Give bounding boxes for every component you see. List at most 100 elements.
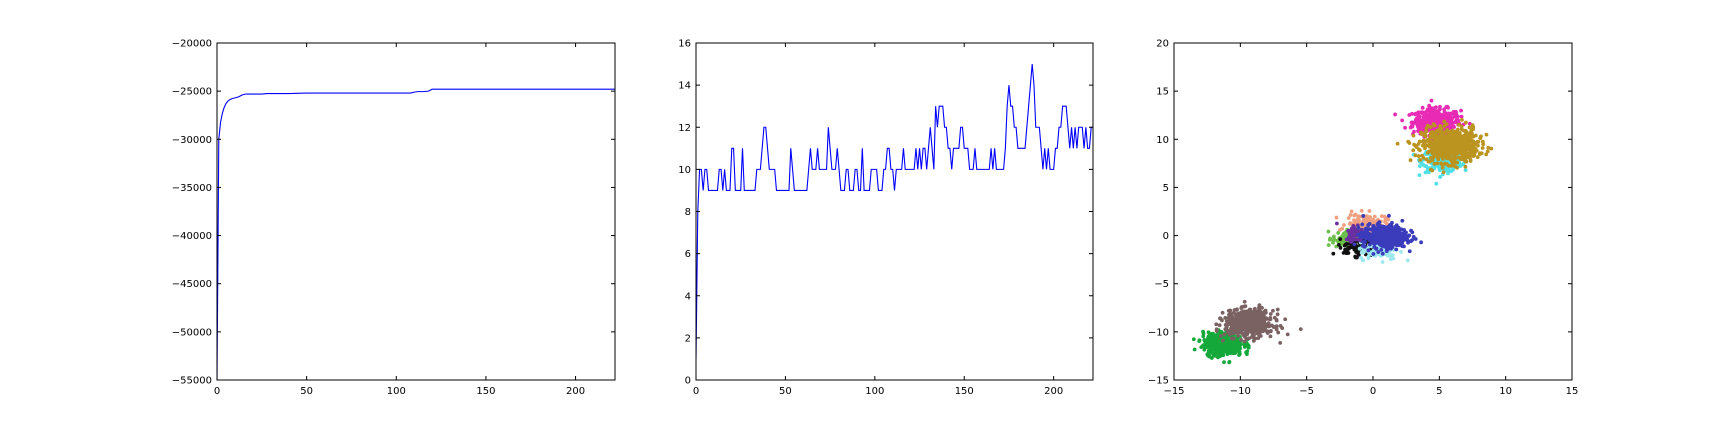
scatter-point: [1396, 236, 1400, 241]
scatter-point: [1348, 228, 1353, 233]
scatter-point: [1337, 242, 1341, 247]
scatter-point: [1449, 151, 1454, 155]
scatter-point: [1214, 322, 1219, 327]
scatter-point: [1434, 130, 1439, 135]
scatter-point: [1346, 216, 1351, 220]
scatter-point: [1438, 153, 1443, 158]
y-tick-label: −10: [1148, 327, 1169, 338]
scatter-point: [1269, 329, 1273, 333]
scatter-point: [1231, 341, 1236, 346]
scatter-point: [1448, 111, 1453, 116]
scatter-point: [1379, 234, 1384, 239]
scatter-point: [1394, 223, 1399, 228]
scatter-point: [1246, 329, 1251, 334]
x-tick-label: 100: [865, 386, 884, 397]
scatter-point: [1358, 235, 1363, 240]
scatter-point: [1371, 224, 1376, 229]
scatter-point: [1366, 248, 1371, 253]
scatter-point: [1223, 349, 1227, 353]
scatter-point: [1418, 164, 1422, 169]
scatter-point: [1202, 345, 1207, 349]
scatter-point: [1380, 260, 1385, 264]
scatter-point: [1397, 240, 1402, 245]
x-tick-label: 10: [1499, 386, 1512, 397]
scatter-point: [1394, 247, 1399, 252]
scatter-point: [1387, 234, 1392, 238]
scatter-point: [1372, 219, 1377, 224]
scatter-point: [1207, 351, 1212, 356]
scatter-point: [1446, 105, 1450, 110]
y-tick-label: 5: [1163, 183, 1169, 194]
scatter-point: [1348, 221, 1353, 225]
scatter-point: [1251, 318, 1256, 323]
scatter-point: [1338, 245, 1343, 250]
scatter-point: [1383, 240, 1388, 245]
plot-area-1: [217, 88, 615, 380]
scatter-point: [1367, 242, 1372, 247]
scatter-point: [1236, 341, 1241, 346]
scatter-point: [1371, 252, 1376, 256]
scatter-point: [1418, 114, 1422, 119]
scatter-point: [1274, 324, 1279, 329]
scatter-point: [1428, 141, 1432, 146]
scatter-point: [1423, 133, 1428, 137]
scatter-point: [1399, 250, 1403, 254]
scatter-point: [1208, 336, 1213, 341]
scatter-point: [1372, 227, 1377, 232]
scatter-point: [1249, 321, 1254, 326]
scatter-point: [1470, 146, 1474, 151]
scatter-point: [1360, 230, 1364, 235]
scatter-point: [1231, 318, 1236, 323]
subplot-1: 0 50 100 150 200 −55000 −50000 −45000 −40000 −350…: [172, 39, 616, 397]
scatter-point: [1471, 134, 1476, 139]
scatter-point: [1352, 242, 1357, 247]
scatter-point: [1421, 138, 1426, 143]
scatter-point: [1206, 330, 1211, 335]
cluster-9: [1352, 213, 1423, 256]
scatter-point: [1386, 239, 1391, 243]
scatter-point: [1374, 246, 1378, 251]
scatter-point: [1226, 330, 1231, 335]
scatter-point: [1380, 228, 1385, 232]
scatter-point: [1275, 307, 1280, 312]
scatter-point: [1396, 228, 1401, 233]
scatter-point: [1468, 137, 1473, 142]
scatter-point: [1374, 240, 1379, 245]
y-tick-label: 6: [685, 249, 691, 260]
scatter-point: [1432, 134, 1437, 139]
scatter-point: [1437, 142, 1441, 147]
scatter-point: [1407, 249, 1412, 254]
scatter-point: [1430, 158, 1435, 163]
scatter-point: [1349, 240, 1353, 244]
scatter-point: [1439, 161, 1444, 166]
scatter-point: [1416, 142, 1421, 146]
scatter-point: [1223, 315, 1228, 320]
scatter-point: [1276, 330, 1281, 335]
scatter-point: [1444, 122, 1449, 127]
x-tick-label: −15: [1163, 386, 1184, 397]
scatter-point: [1334, 221, 1339, 226]
scatter-point: [1371, 231, 1376, 236]
scatter-point: [1236, 318, 1240, 323]
scatter-point: [1360, 222, 1365, 227]
scatter-point: [1230, 321, 1235, 326]
scatter-point: [1256, 336, 1261, 340]
scatter-point: [1420, 153, 1424, 158]
scatter-point: [1438, 139, 1443, 144]
scatter-point: [1450, 131, 1455, 136]
scatter-point: [1252, 333, 1256, 337]
scatter-point: [1224, 345, 1229, 350]
scatter-point: [1451, 136, 1455, 141]
scatter-point: [1267, 324, 1272, 329]
scatter-point: [1191, 337, 1196, 342]
scatter-point: [1435, 161, 1440, 166]
plot-area-3: [1191, 98, 1494, 365]
scatter-point: [1242, 299, 1247, 304]
scatter-point: [1283, 317, 1288, 322]
scatter-point: [1389, 254, 1394, 259]
scatter-point: [1454, 134, 1459, 139]
scatter-point: [1472, 141, 1477, 146]
scatter-point: [1446, 132, 1451, 136]
scatter-point: [1242, 339, 1247, 344]
y-tick-label: −25000: [172, 87, 212, 98]
